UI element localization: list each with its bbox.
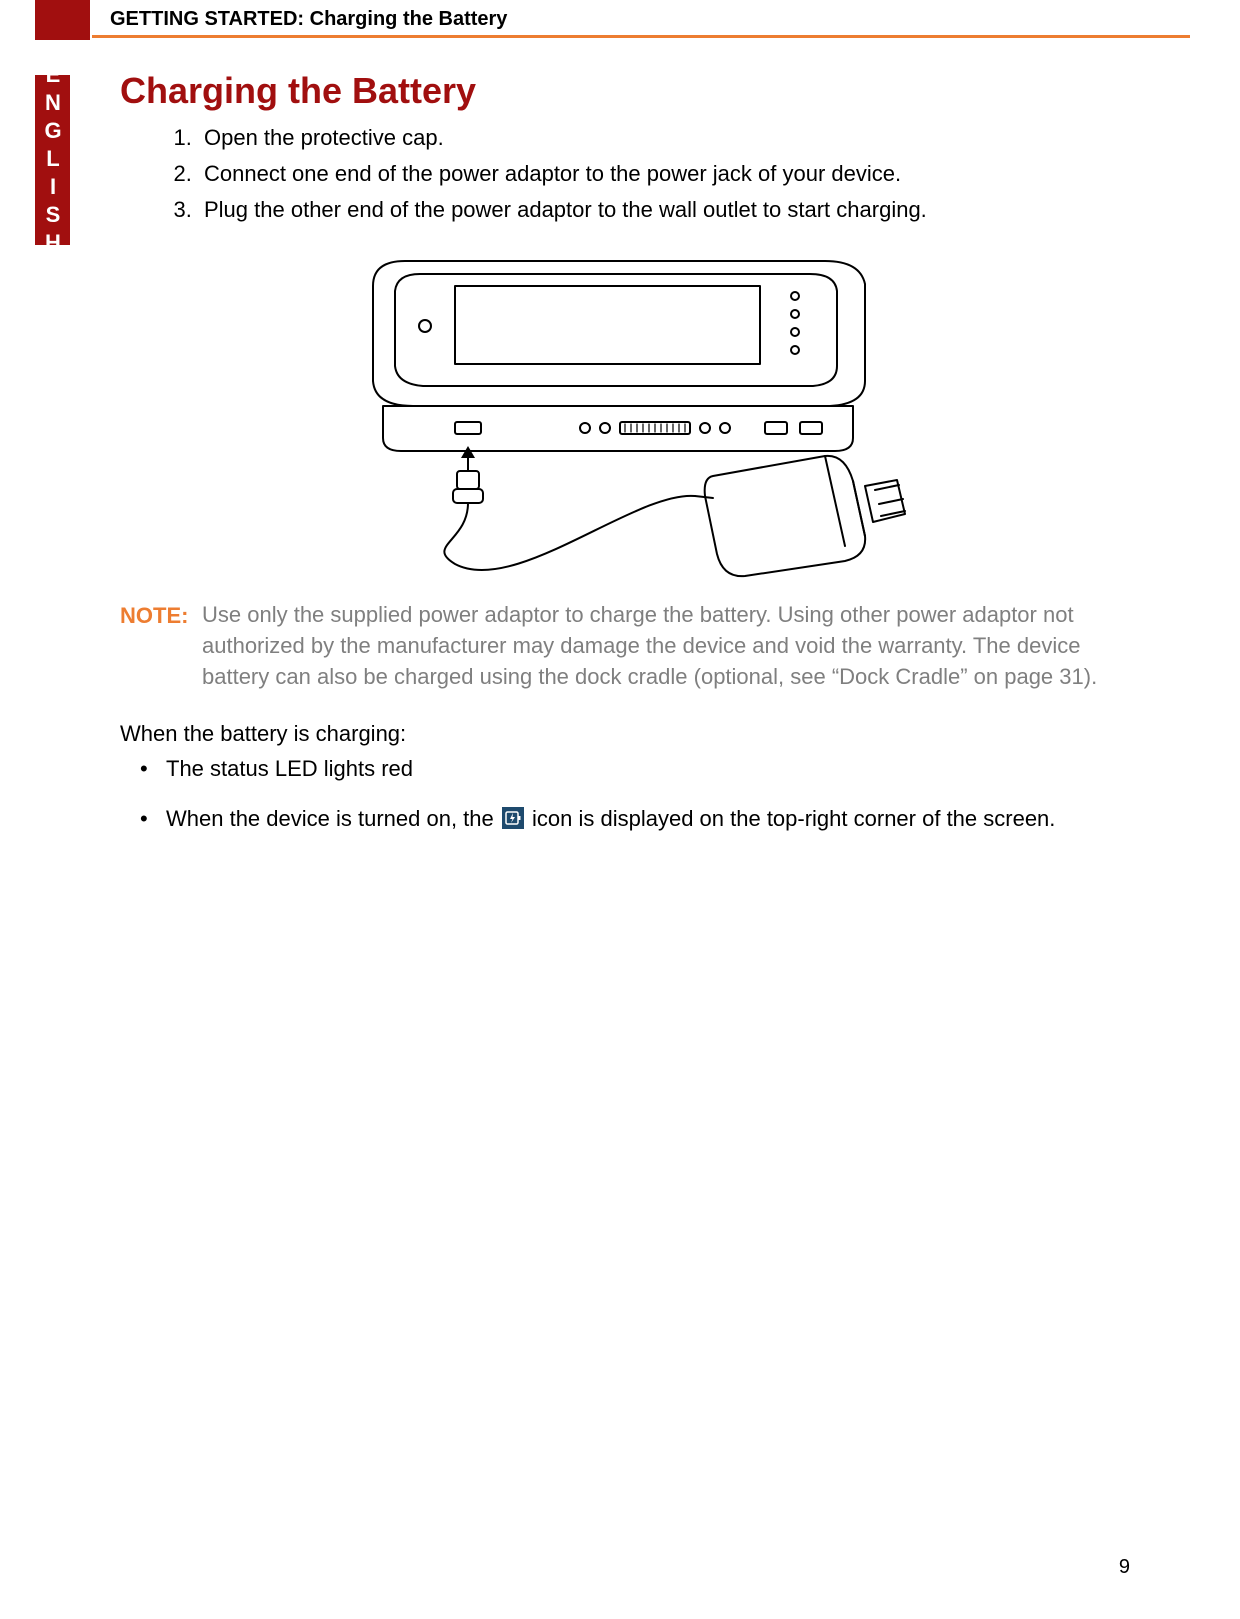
step-item: Plug the other end of the power adaptor … — [198, 194, 1130, 226]
steps-list: Open the protective cap. Connect one end… — [170, 122, 1130, 226]
note-block: NOTE: Use only the supplied power adapto… — [120, 601, 1130, 693]
step-item: Connect one end of the power adaptor to … — [198, 158, 1130, 190]
charging-illustration — [305, 246, 945, 581]
header-divider — [92, 35, 1190, 38]
battery-charging-icon — [502, 806, 524, 838]
header-accent-block — [35, 0, 90, 40]
note-label: NOTE: — [120, 603, 188, 628]
page-title: Charging the Battery — [120, 70, 1130, 112]
charging-bullet-list: The status LED lights red When the devic… — [126, 753, 1130, 838]
page: GETTING STARTED: Charging the Battery EN… — [0, 0, 1240, 1619]
page-number: 9 — [1119, 1556, 1130, 1579]
step-item: Open the protective cap. — [198, 122, 1130, 154]
content-area: Charging the Battery Open the protective… — [120, 70, 1130, 856]
breadcrumb: GETTING STARTED: Charging the Battery — [110, 8, 507, 31]
bullet-text-prefix: When the device is turned on, the — [166, 806, 500, 831]
bullet-item-with-icon: When the device is turned on, the icon i… — [150, 803, 1130, 838]
note-text: Use only the supplied power adaptor to c… — [202, 600, 1130, 692]
language-side-tab: ENGLISH — [35, 75, 70, 245]
bullet-item: The status LED lights red — [150, 753, 1130, 785]
bullet-text-suffix: icon is displayed on the top-right corne… — [532, 806, 1055, 831]
charging-intro: When the battery is charging: — [120, 721, 1130, 747]
